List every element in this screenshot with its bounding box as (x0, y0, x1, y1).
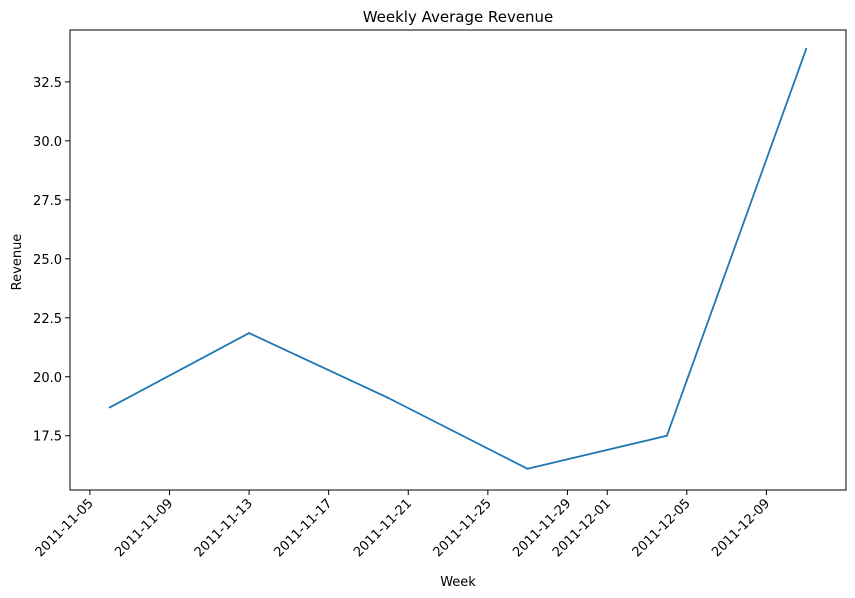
y-tick-label: 20.0 (33, 371, 62, 386)
chart-title: Weekly Average Revenue (363, 8, 554, 26)
y-axis: 17.5 20.0 22.5 25.0 27.5 30.0 32.5 (33, 76, 70, 445)
x-axis-title: Week (440, 575, 476, 590)
x-axis: 2011-11-05 2011-11-09 2011-11-13 2011-11-17… (33, 490, 773, 560)
x-tick-label: 2011-12-09 (709, 496, 773, 560)
y-tick-label: 30.0 (33, 135, 62, 150)
y-tick-label: 25.0 (33, 253, 62, 268)
series-line (109, 48, 808, 470)
x-tick-label: 2011-11-13 (192, 496, 256, 560)
y-tick-label: 22.5 (33, 312, 62, 327)
y-tick-label: 17.5 (33, 430, 62, 445)
data-point (108, 406, 111, 409)
series-layer (108, 47, 808, 470)
data-point (248, 332, 251, 335)
x-tick-label: 2011-12-05 (630, 496, 694, 560)
data-point (805, 47, 808, 50)
data-point (387, 397, 390, 399)
x-tick-label: 2011-11-25 (431, 496, 495, 560)
y-axis-title: Revenue (10, 234, 25, 291)
data-point (665, 434, 668, 437)
y-tick-label: 27.5 (33, 194, 62, 209)
x-tick-label: 2011-11-09 (112, 496, 176, 560)
x-tick-label: 2011-11-17 (271, 496, 335, 560)
plot-area (69, 29, 847, 491)
y-tick-label: 32.5 (33, 76, 62, 91)
data-point (526, 467, 529, 470)
x-tick-label: 2011-11-21 (351, 496, 415, 560)
x-tick-label: 2011-11-05 (33, 496, 97, 560)
